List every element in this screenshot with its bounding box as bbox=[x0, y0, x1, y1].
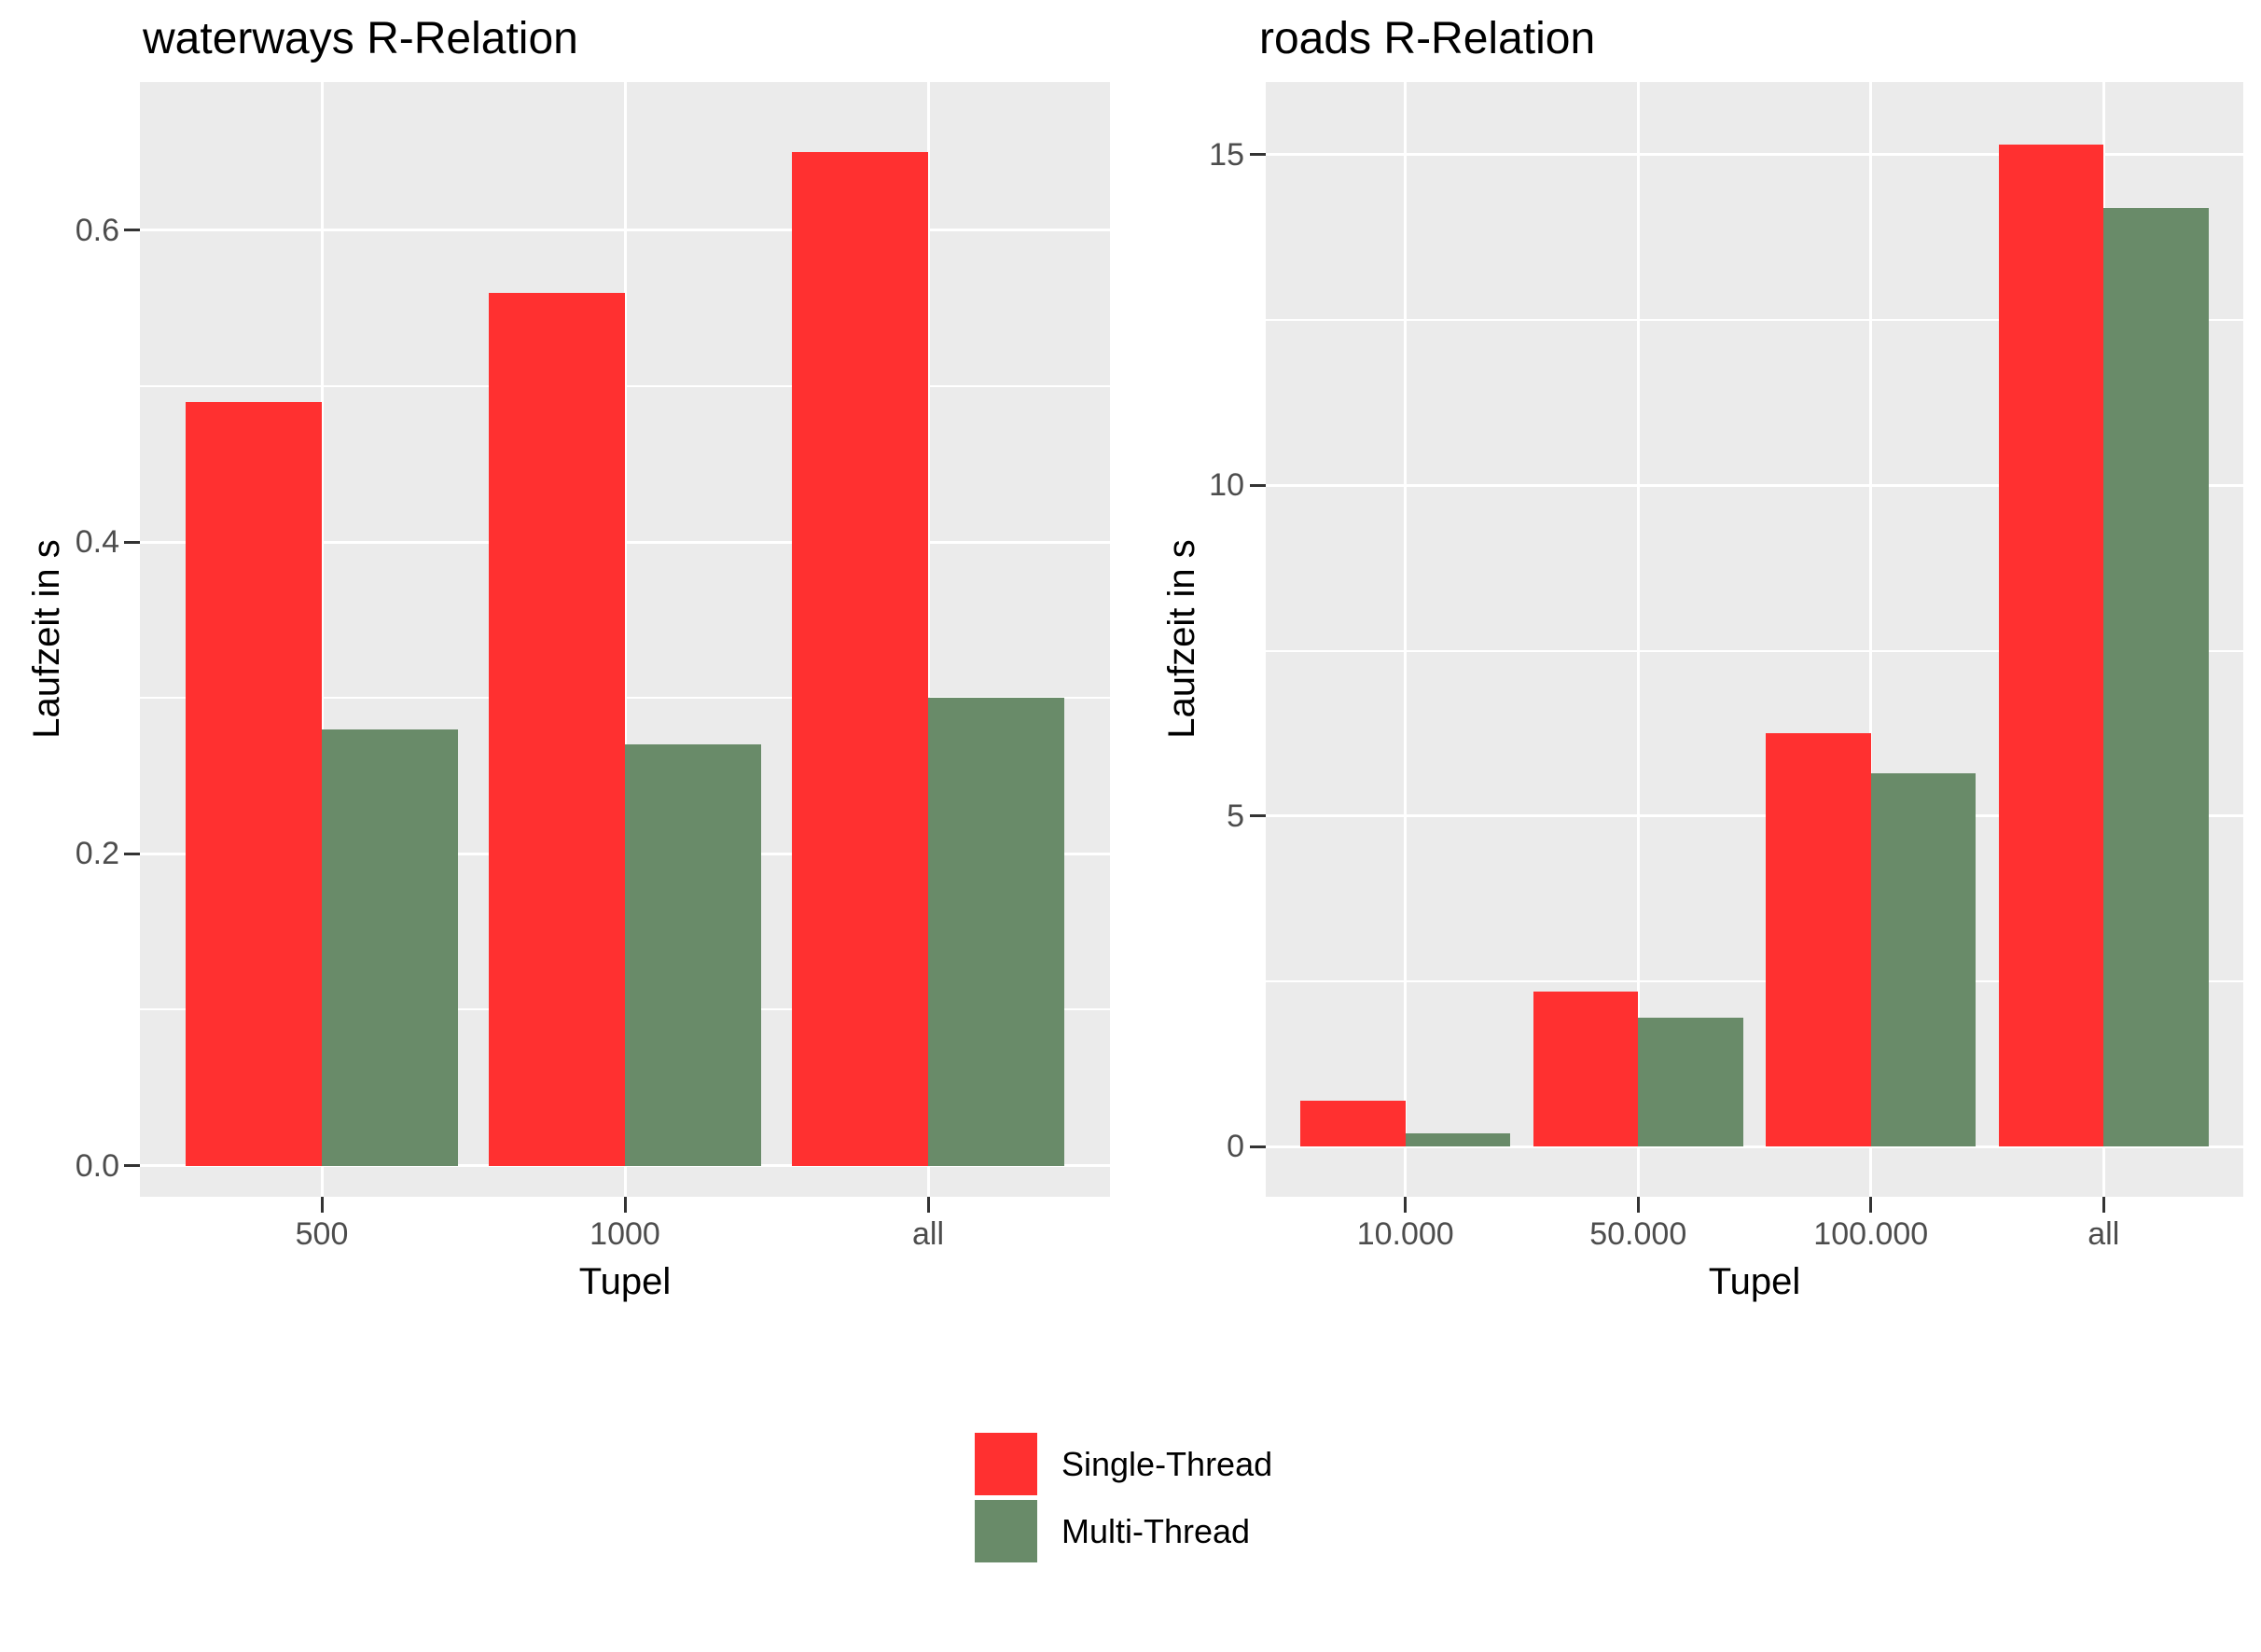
gridline-major-vertical bbox=[623, 82, 627, 1197]
bar-single-thread-50.000 bbox=[1533, 991, 1639, 1147]
gridline-minor bbox=[1266, 649, 2243, 652]
y-tick-mark bbox=[1250, 814, 1266, 818]
legend-item: Multi-Thread bbox=[975, 1500, 1272, 1562]
bar-multi-thread-1000 bbox=[625, 744, 762, 1166]
legend: Single-Thread Multi-Thread bbox=[975, 1433, 1272, 1567]
y-tick-label: 0.0 bbox=[75, 1147, 119, 1184]
plot-panel bbox=[140, 82, 1110, 1197]
legend-swatch-multi-thread bbox=[975, 1500, 1037, 1562]
y-tick-label: 0.4 bbox=[75, 524, 119, 561]
bar-multi-thread-500 bbox=[322, 729, 459, 1166]
legend-swatch-single-thread bbox=[975, 1433, 1037, 1495]
x-tick-label: all bbox=[911, 1216, 945, 1252]
legend-item-label: Multi-Thread bbox=[1061, 1511, 1251, 1550]
legend-item: Single-Thread bbox=[975, 1433, 1272, 1495]
gridline-major bbox=[1266, 483, 2243, 487]
bar-single-thread-all bbox=[791, 152, 928, 1166]
gridline-major bbox=[1266, 1145, 2243, 1148]
x-axis-title: Tupel bbox=[1708, 1261, 1801, 1302]
x-tick-mark bbox=[623, 1197, 627, 1213]
gridline-major bbox=[1266, 814, 2243, 818]
y-tick-label: 5 bbox=[1227, 798, 1244, 834]
y-tick-mark bbox=[1250, 483, 1266, 487]
y-tick-mark bbox=[1250, 153, 1266, 157]
gridline-major-vertical bbox=[320, 82, 324, 1197]
gridline-major-vertical bbox=[1869, 82, 1873, 1197]
bar-multi-thread-50.000 bbox=[1638, 1017, 1743, 1147]
y-tick-label: 0.6 bbox=[75, 212, 119, 248]
legend-item-label: Single-Thread bbox=[1061, 1444, 1273, 1483]
chart-title: roads R-Relation bbox=[1259, 14, 1596, 63]
y-tick-label: 0 bbox=[1227, 1129, 1244, 1165]
bar-multi-thread-10.000 bbox=[1405, 1132, 1510, 1147]
y-tick-mark bbox=[124, 540, 140, 544]
x-tick-label: 1000 bbox=[590, 1216, 660, 1252]
bar-single-thread-500 bbox=[185, 401, 322, 1166]
bar-multi-thread-all bbox=[2103, 207, 2209, 1147]
gridline-major-vertical bbox=[1404, 82, 1408, 1197]
y-tick-label: 0.2 bbox=[75, 836, 119, 872]
x-tick-mark bbox=[1869, 1197, 1873, 1213]
chart-title: waterways R-Relation bbox=[143, 14, 578, 63]
x-tick-mark bbox=[1404, 1197, 1408, 1213]
gridline-major-vertical bbox=[926, 82, 930, 1197]
bar-single-thread-all bbox=[1999, 145, 2104, 1147]
bar-single-thread-10.000 bbox=[1300, 1100, 1406, 1147]
x-tick-label: 500 bbox=[295, 1216, 349, 1252]
bar-multi-thread-all bbox=[928, 698, 1065, 1166]
x-tick-label: 50.000 bbox=[1589, 1216, 1687, 1252]
gridline-minor bbox=[1266, 979, 2243, 982]
gridline-minor bbox=[1266, 319, 2243, 322]
bar-single-thread-100.000 bbox=[1766, 733, 1871, 1147]
plot-panel bbox=[1266, 82, 2243, 1197]
y-tick-label: 10 bbox=[1209, 467, 1244, 504]
y-tick-mark bbox=[124, 852, 140, 855]
x-axis-title: Tupel bbox=[578, 1261, 672, 1302]
y-tick-mark bbox=[1250, 1145, 1266, 1148]
y-tick-mark bbox=[124, 1164, 140, 1168]
y-tick-mark bbox=[124, 229, 140, 232]
x-tick-mark bbox=[320, 1197, 324, 1213]
x-tick-label: all bbox=[2088, 1216, 2120, 1252]
x-tick-mark bbox=[2101, 1197, 2105, 1213]
x-tick-mark bbox=[926, 1197, 930, 1213]
bar-single-thread-1000 bbox=[488, 292, 625, 1166]
bar-multi-thread-100.000 bbox=[1870, 772, 1977, 1147]
x-tick-mark bbox=[1636, 1197, 1640, 1213]
gridline-major bbox=[1266, 153, 2243, 157]
x-tick-label: 100.000 bbox=[1813, 1216, 1929, 1252]
x-tick-label: 10.000 bbox=[1356, 1216, 1454, 1252]
y-tick-label: 15 bbox=[1209, 136, 1244, 173]
gridline-major-vertical bbox=[1636, 82, 1640, 1197]
